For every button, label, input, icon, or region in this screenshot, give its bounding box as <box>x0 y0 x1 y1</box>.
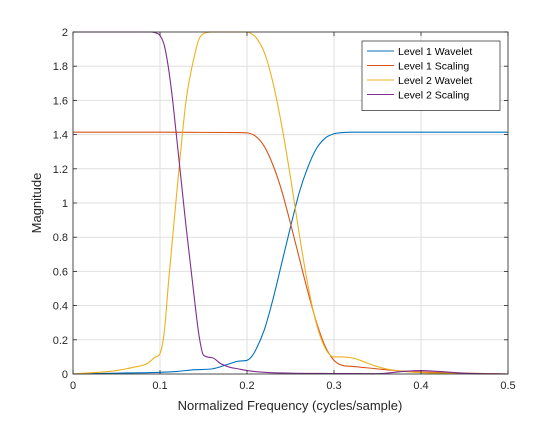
y-tick-label: 1 <box>62 198 68 210</box>
y-tick-label: 2 <box>62 27 68 39</box>
y-tick-label: 0.8 <box>53 232 68 244</box>
series-line-level-1-wavelet <box>72 131 508 375</box>
x-tick-label: 0.4 <box>413 380 428 392</box>
y-tick-label: 1.4 <box>53 130 68 142</box>
axes <box>72 31 509 375</box>
y-tick-label: 1.8 <box>53 61 68 73</box>
y-axis-label: Magnitude <box>29 173 44 234</box>
legend-label-level-2-wavelet: Level 2 Wavelet <box>398 75 472 87</box>
legend-label-level-2-scaling: Level 2 Scaling <box>398 90 469 102</box>
x-tick-label: 0.2 <box>239 380 254 392</box>
series-line-level-2-scaling <box>72 31 509 375</box>
legend-label-level-1-scaling: Level 1 Scaling <box>398 61 469 73</box>
y-tick-label: 1.6 <box>53 95 68 107</box>
y-tick-label: 0 <box>62 369 68 381</box>
tick-labels: 0 0.1 0.2 0.3 0.4 0.5 0 0.2 0.4 0.6 0.8 1 1.2 1.4 1.6 1… <box>53 27 516 392</box>
y-tick-label: 0.6 <box>53 266 68 278</box>
y-tick-label: 0.4 <box>53 301 68 313</box>
y-tick-label: 0.2 <box>53 335 68 347</box>
x-axis-label: Normalized Frequency (cycles/sample) <box>178 398 403 413</box>
series-line-level-2-wavelet <box>72 31 509 375</box>
series-line-level-1-scaling <box>73 131 509 375</box>
x-tick-label: 0.5 <box>500 380 515 392</box>
y-tick-label: 1.2 <box>53 164 68 176</box>
legend-box <box>361 40 501 111</box>
legend: Level 1 Wavelet Level 1 Scaling Level 2 Wa… <box>361 40 501 111</box>
x-tick-label: 0.1 <box>152 380 167 392</box>
x-tick-label: 0.3 <box>326 380 341 392</box>
legend-label-level-1-wavelet: Level 1 Wavelet <box>398 46 472 58</box>
series-lines <box>72 31 509 375</box>
x-tick-label: 0 <box>70 380 76 392</box>
